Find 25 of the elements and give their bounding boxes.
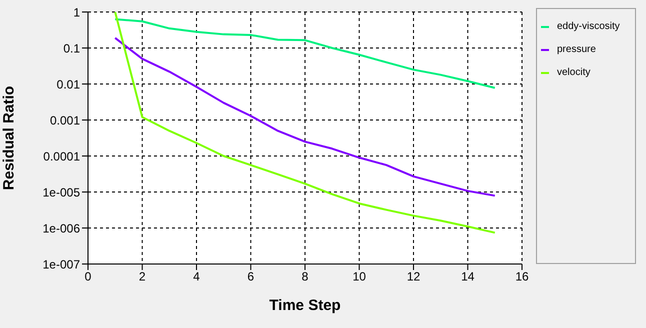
x-axis-title: Time Step [269, 297, 341, 314]
line-series [114, 36, 496, 197]
x-tick-label: 0 [84, 270, 92, 284]
y-tick-label: 0.1 [63, 41, 80, 56]
y-axis-title: Residual Ratio [0, 86, 18, 190]
y-tick-label: 1e-006 [42, 221, 80, 236]
x-tick-label: 16 [515, 270, 529, 284]
x-tick-label: 4 [193, 270, 200, 284]
line-series [114, 18, 496, 89]
x-tick-label: 6 [247, 270, 254, 284]
y-tick-label: 0.001 [50, 113, 80, 128]
y-tick-label: 0.0001 [43, 149, 80, 164]
y-tick-label: 0.01 [56, 77, 80, 92]
y-tick-label: 1 [73, 5, 80, 20]
x-tick-label: 8 [302, 270, 309, 284]
x-tick-label: 2 [138, 270, 146, 284]
x-tick-label: 12 [406, 270, 420, 284]
y-tick-label: 1e-005 [42, 185, 80, 200]
legend-label: eddy-viscosity [557, 21, 620, 32]
x-tick-label: 14 [461, 270, 475, 284]
legend-label: pressure [557, 44, 596, 55]
line-series [114, 12, 496, 234]
x-tick-label: 10 [352, 270, 366, 284]
y-tick-label: 1e-007 [42, 257, 80, 272]
legend-label: velocity [557, 67, 590, 78]
